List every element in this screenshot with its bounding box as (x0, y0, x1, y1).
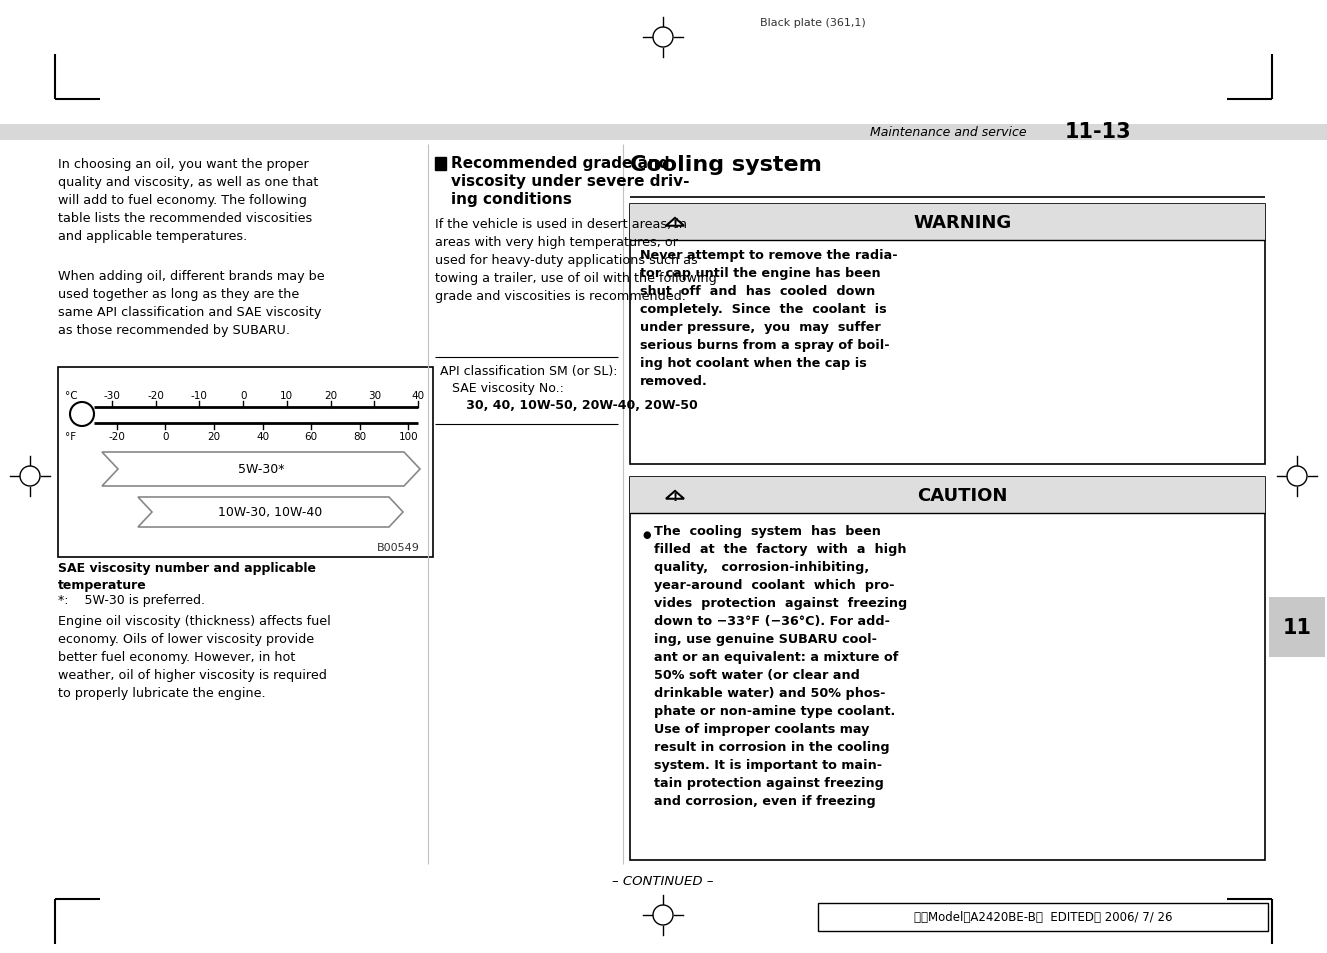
Text: -20: -20 (147, 391, 165, 400)
Text: -10: -10 (191, 391, 208, 400)
Text: 0: 0 (162, 432, 169, 441)
Polygon shape (666, 492, 683, 499)
Text: viscosity under severe driv-: viscosity under severe driv- (451, 173, 690, 189)
Bar (58, 368, 433, 558)
Text: 100: 100 (398, 432, 418, 441)
Text: 40: 40 (256, 432, 269, 441)
Bar (817, 903, 1269, 931)
Text: 11-13: 11-13 (1066, 122, 1132, 142)
Text: Maintenance and service: Maintenance and service (871, 126, 1027, 139)
Bar (1269, 598, 1324, 658)
Text: 0: 0 (240, 391, 247, 400)
Text: 北米ModelａA2420BE-B＂  EDITED： 2006/ 7/ 26: 北米ModelａA2420BE-B＂ EDITED： 2006/ 7/ 26 (914, 910, 1172, 923)
Text: Black plate (361,1): Black plate (361,1) (760, 18, 865, 28)
Text: WARNING: WARNING (913, 213, 1011, 232)
Text: In choosing an oil, you want the proper
quality and viscosity, as well as one th: In choosing an oil, you want the proper … (58, 158, 318, 243)
Text: Cooling system: Cooling system (630, 154, 821, 174)
Text: 20: 20 (207, 432, 220, 441)
Text: Engine oil viscosity (thickness) affects fuel
economy. Oils of lower viscosity p: Engine oil viscosity (thickness) affects… (58, 615, 330, 700)
Text: 10W-30, 10W-40: 10W-30, 10W-40 (219, 506, 322, 519)
Text: Never attempt to remove the radia-
tor cap until the engine has been
shut  off  : Never attempt to remove the radia- tor c… (640, 249, 897, 388)
Text: °F: °F (65, 432, 76, 441)
Text: 10: 10 (280, 391, 293, 400)
Text: -20: -20 (109, 432, 125, 441)
Bar (630, 477, 1265, 514)
Text: When adding oil, different brands may be
used together as long as they are the
s: When adding oil, different brands may be… (58, 270, 325, 336)
Text: B00549: B00549 (377, 542, 421, 553)
Bar (630, 477, 1265, 861)
Text: !: ! (673, 219, 678, 230)
Text: °C: °C (65, 391, 77, 400)
Bar (630, 205, 1265, 241)
Bar (630, 205, 1265, 464)
Text: Recommended grade and: Recommended grade and (451, 156, 670, 171)
Text: 30: 30 (368, 391, 381, 400)
Text: 40: 40 (411, 391, 425, 400)
Text: SAE viscosity number and applicable
temperature: SAE viscosity number and applicable temp… (58, 561, 316, 592)
Text: 11: 11 (1282, 618, 1311, 638)
Bar (435, 158, 446, 171)
Text: *:    5W-30 is preferred.: *: 5W-30 is preferred. (58, 594, 204, 606)
Text: CAUTION: CAUTION (917, 486, 1007, 504)
Text: 60: 60 (305, 432, 317, 441)
Text: 80: 80 (353, 432, 366, 441)
Text: The  cooling  system  has  been
filled  at  the  factory  with  a  high
quality,: The cooling system has been filled at th… (654, 524, 908, 807)
Polygon shape (666, 218, 683, 227)
Text: 5W-30*: 5W-30* (238, 463, 284, 476)
Text: SAE viscosity No.:: SAE viscosity No.: (441, 381, 564, 395)
Text: 30, 40, 10W-50, 20W-40, 20W-50: 30, 40, 10W-50, 20W-40, 20W-50 (441, 398, 698, 412)
Text: !: ! (673, 493, 678, 502)
Text: ing conditions: ing conditions (451, 192, 572, 207)
Text: 20: 20 (324, 391, 337, 400)
Bar (0, 125, 1327, 141)
Text: If the vehicle is used in desert areas, in
areas with very high temperatures, or: If the vehicle is used in desert areas, … (435, 218, 717, 303)
Text: – CONTINUED –: – CONTINUED – (612, 874, 714, 887)
Text: -30: -30 (104, 391, 121, 400)
Text: ●: ● (642, 530, 650, 539)
Text: API classification SM (or SL):: API classification SM (or SL): (441, 365, 617, 377)
